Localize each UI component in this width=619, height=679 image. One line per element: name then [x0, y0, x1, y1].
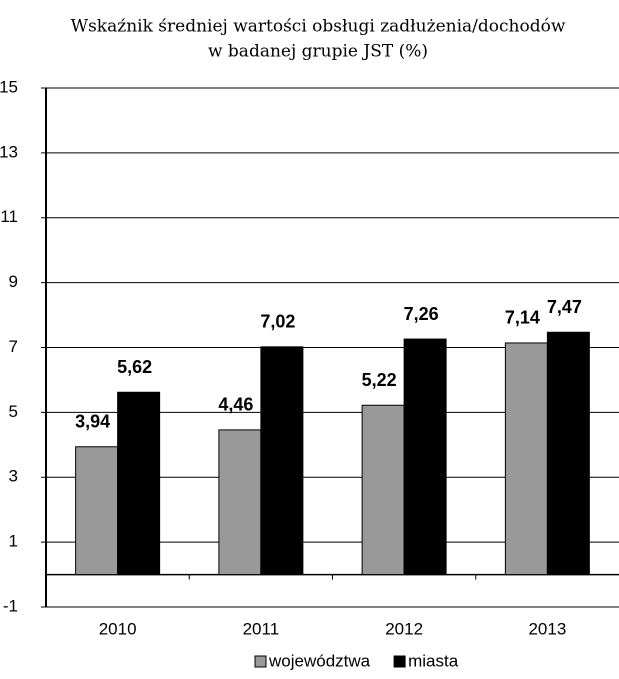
- bar: [117, 391, 161, 576]
- y-tick-label: 3: [9, 467, 18, 486]
- value-label: 7,26: [404, 304, 439, 324]
- bar: [218, 429, 262, 576]
- y-tick-label: 11: [0, 207, 18, 226]
- bar: [546, 331, 590, 576]
- bar: [504, 342, 548, 576]
- legend-label: województwa: [268, 651, 371, 670]
- value-label: 5,22: [362, 370, 397, 390]
- x-tick-label: 2010: [99, 619, 137, 638]
- y-tick-label: 7: [9, 337, 18, 356]
- y-tick-label: 9: [9, 272, 18, 291]
- value-label: 7,02: [260, 312, 295, 332]
- y-tick-label: 5: [9, 402, 18, 421]
- y-tick-label: -1: [3, 596, 18, 615]
- legend-swatch: [393, 655, 406, 668]
- bar: [75, 446, 119, 576]
- chart-title: w badanej grupie JST (%): [208, 42, 428, 62]
- bar: [260, 346, 304, 576]
- bar: [361, 404, 405, 576]
- value-label: 5,62: [117, 357, 152, 377]
- legend-label: miasta: [408, 651, 459, 670]
- x-tick-label: 2012: [385, 619, 423, 638]
- value-label: 3,94: [75, 412, 110, 432]
- chart-title: Wskaźnik średniej wartości obsługi zadłu…: [71, 17, 566, 37]
- y-tick-label: 1: [9, 532, 18, 551]
- y-tick-label: 13: [0, 142, 18, 161]
- legend-swatch: [254, 655, 267, 668]
- x-tick-label: 2011: [243, 619, 280, 638]
- bar: [403, 338, 447, 576]
- value-label: 7,14: [505, 308, 540, 328]
- value-label: 7,47: [547, 297, 582, 317]
- y-tick-label: 15: [0, 77, 18, 96]
- x-tick-label: 2013: [528, 619, 566, 638]
- value-label: 4,46: [218, 395, 253, 415]
